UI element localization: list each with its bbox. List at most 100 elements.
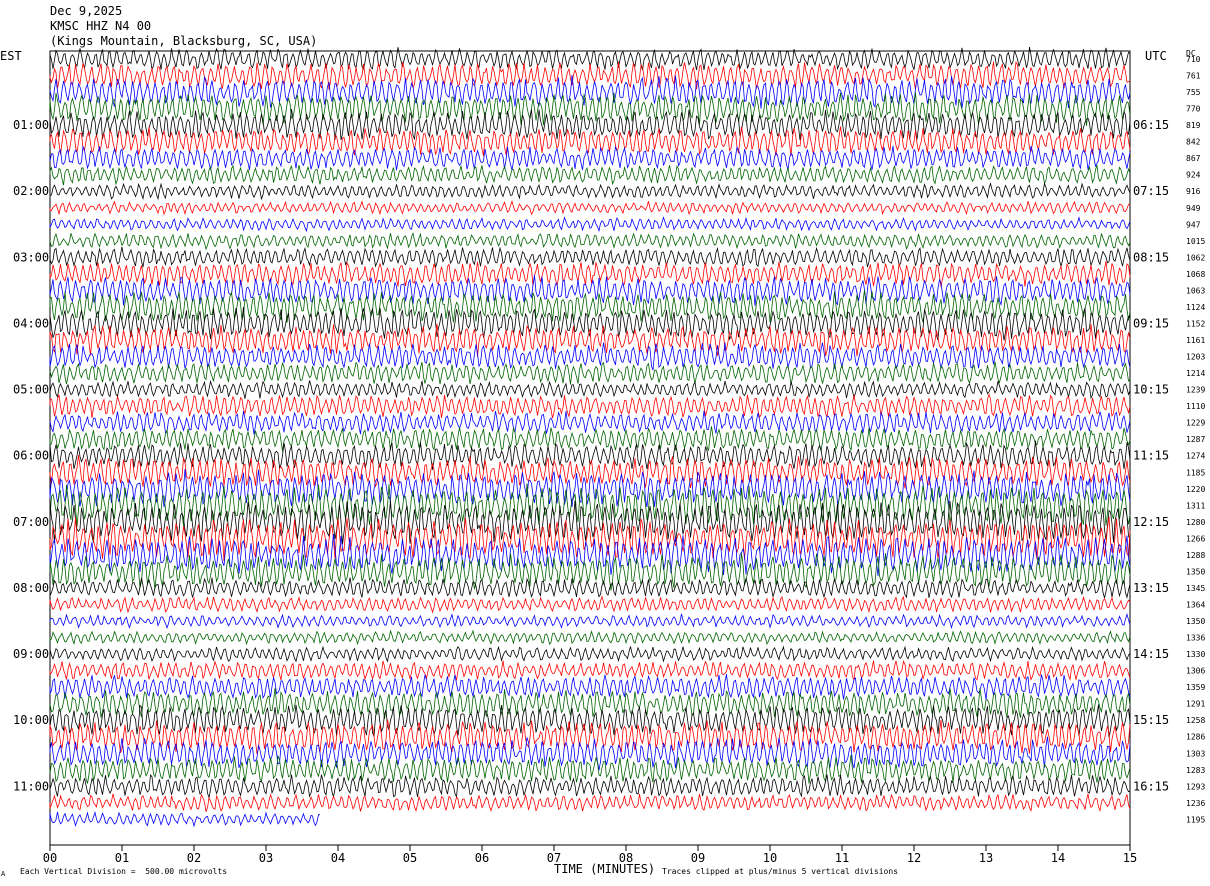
dc-offset-label: 1062 xyxy=(1186,253,1205,262)
seismic-trace xyxy=(49,75,1131,109)
x-tick-label: 12 xyxy=(907,851,921,865)
seismic-trace xyxy=(49,645,1131,663)
seismic-trace xyxy=(49,145,1131,171)
seismic-trace xyxy=(49,704,1131,738)
right-timezone-label: UTC xyxy=(1145,49,1167,63)
seismic-trace xyxy=(49,393,1131,419)
dc-offset-label: 916 xyxy=(1186,187,1201,196)
dc-offset-label: 1161 xyxy=(1186,336,1205,345)
seismic-trace xyxy=(49,719,1131,755)
seismic-trace xyxy=(49,659,1131,682)
x-tick-label: 02 xyxy=(187,851,201,865)
seismic-trace xyxy=(49,361,1131,385)
scale-note: Each Vertical Division = 500.00 microvol… xyxy=(20,867,228,876)
utc-hour-label: 13:15 xyxy=(1133,581,1169,595)
seismic-trace xyxy=(49,306,1131,341)
seismic-trace xyxy=(49,440,1131,471)
est-hour-label: 06:00 xyxy=(13,449,49,463)
utc-hour-label: 11:15 xyxy=(1133,449,1169,463)
dc-offset-label: 819 xyxy=(1186,121,1201,130)
dc-offset-label: 947 xyxy=(1186,220,1201,229)
x-tick-label: 11 xyxy=(835,851,849,865)
x-tick-label: 05 xyxy=(403,851,417,865)
x-tick-label: 10 xyxy=(763,851,777,865)
seismic-trace xyxy=(49,516,1131,562)
seismic-trace xyxy=(49,612,1131,630)
seismic-trace xyxy=(49,182,1131,201)
est-hour-label: 04:00 xyxy=(13,316,49,330)
seismic-trace xyxy=(49,246,1131,268)
seismic-trace xyxy=(49,261,1131,287)
seismic-trace xyxy=(49,109,1131,141)
header-station: KMSC HHZ N4 00 xyxy=(50,19,152,33)
dc-offset-label: 1185 xyxy=(1186,468,1205,477)
clip-note: Traces clipped at plus/minus 5 vertical … xyxy=(662,867,899,876)
dc-offset-label: 1345 xyxy=(1186,584,1205,593)
dc-offset-label: 1258 xyxy=(1186,716,1205,725)
dc-offset-label: 1364 xyxy=(1186,600,1205,609)
dc-offset-label: 1063 xyxy=(1186,286,1205,295)
utc-hour-label: 10:15 xyxy=(1133,383,1169,397)
x-axis-label: TIME (MINUTES) xyxy=(554,862,656,876)
seismic-trace xyxy=(49,577,1131,599)
est-hour-label: 07:00 xyxy=(13,515,49,529)
est-hour-label: 11:00 xyxy=(13,779,49,793)
seismic-trace xyxy=(49,500,1131,545)
x-tick-label: 14 xyxy=(1051,851,1065,865)
dc-offset-label: 924 xyxy=(1186,171,1201,180)
dc-offset-label: 1350 xyxy=(1186,617,1205,626)
dc-offset-label: 949 xyxy=(1186,204,1201,213)
utc-hour-label: 14:15 xyxy=(1133,647,1169,661)
dc-offset-label: 842 xyxy=(1186,138,1201,147)
dc-offset-label: 1203 xyxy=(1186,353,1205,362)
seismic-trace xyxy=(49,164,1131,186)
seismic-trace xyxy=(49,595,1131,614)
seismic-trace xyxy=(49,754,1131,784)
seismic-trace xyxy=(49,811,321,828)
seismic-trace xyxy=(49,468,1131,508)
est-hour-label: 02:00 xyxy=(13,184,49,198)
corner-mark: A xyxy=(1,870,6,878)
header-location: (Kings Mountain, Blacksburg, SC, USA) xyxy=(50,34,318,48)
dc-offset-label: 770 xyxy=(1186,105,1201,114)
seismic-trace xyxy=(49,126,1131,157)
seismic-trace xyxy=(49,774,1131,799)
dc-offset-label: 867 xyxy=(1186,154,1201,163)
est-hour-label: 01:00 xyxy=(13,118,49,132)
seismic-trace xyxy=(49,379,1131,400)
x-tick-label: 00 xyxy=(43,851,57,865)
est-hour-label: 03:00 xyxy=(13,250,49,264)
dc-offset-label: 1359 xyxy=(1186,683,1205,692)
dc-offset-label: 1291 xyxy=(1186,700,1205,709)
utc-hour-label: 07:15 xyxy=(1133,184,1169,198)
est-hour-label: 10:00 xyxy=(13,713,49,727)
x-tick-label: 09 xyxy=(691,851,705,865)
dc-offset-label: 1280 xyxy=(1186,518,1205,527)
dc-offset-label: 1195 xyxy=(1186,815,1205,824)
seismic-trace xyxy=(49,410,1131,435)
dc-offset-label: 1336 xyxy=(1186,634,1205,643)
x-tick-label: 03 xyxy=(259,851,273,865)
seismic-trace xyxy=(49,92,1131,126)
dc-offset-label: 1220 xyxy=(1186,485,1205,494)
dc-offset-label: 755 xyxy=(1186,88,1201,97)
dc-offset-label: 1330 xyxy=(1186,650,1205,659)
utc-hour-label: 12:15 xyxy=(1133,515,1169,529)
dc-offset-label: 1124 xyxy=(1186,303,1205,312)
seismic-trace xyxy=(49,534,1131,577)
x-tick-label: 08 xyxy=(619,851,633,865)
seismic-trace xyxy=(49,289,1131,323)
est-hour-label: 08:00 xyxy=(13,581,49,595)
x-tick-label: 01 xyxy=(115,851,129,865)
x-tick-label: 15 xyxy=(1123,851,1137,865)
dc-offset-label: 1293 xyxy=(1186,782,1205,791)
x-tick-label: 13 xyxy=(979,851,993,865)
dc-offset-label: 1350 xyxy=(1186,567,1205,576)
seismic-trace xyxy=(49,553,1131,591)
seismic-trace xyxy=(49,199,1131,216)
dc-offset-label: 1015 xyxy=(1186,237,1205,246)
dc-header-label: DC xyxy=(1186,49,1196,58)
dc-offset-label: 1303 xyxy=(1186,749,1205,758)
seismic-trace xyxy=(49,61,1131,90)
x-tick-label: 06 xyxy=(475,851,489,865)
